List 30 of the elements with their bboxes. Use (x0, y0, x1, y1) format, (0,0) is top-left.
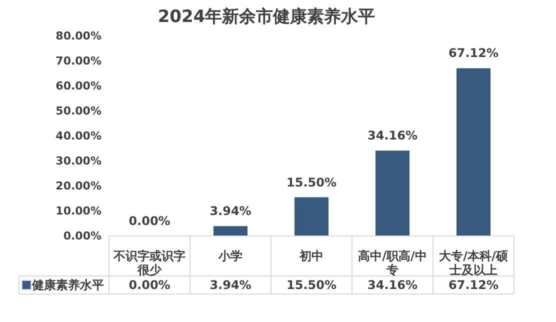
y-tick-label: 60.00% (56, 80, 102, 92)
y-tick-label: 80.00% (56, 30, 102, 42)
y-tick-label: 30.00% (56, 154, 102, 168)
text: 0.00% (128, 214, 170, 228)
x-tick-label: 高中/职高/中专 (358, 249, 427, 277)
text: 67.12% (448, 46, 498, 60)
x-tick-label: 大专/本科/硕士及以上 (439, 249, 508, 277)
bar (213, 226, 248, 236)
chart-title: 2024年新余市健康素养水平 (158, 7, 376, 27)
y-tick-label: 50.00% (56, 104, 102, 118)
text: 3.94% (210, 204, 252, 218)
text: 34.16% (368, 128, 418, 143)
bar (456, 68, 491, 236)
legend-label: 健康素养水平 (31, 278, 104, 292)
y-tick-label: 70.00% (56, 54, 102, 68)
text: 34.16% (368, 278, 418, 292)
text: 67.12% (448, 278, 498, 292)
bar (375, 150, 410, 236)
y-tick-label: 10.00% (56, 204, 102, 218)
x-tick-label: 初中 (298, 249, 324, 263)
x-tick-label: 不识字或识字很少 (112, 249, 186, 277)
text: 15.50% (286, 278, 336, 292)
bar (294, 197, 329, 236)
x-tick-label: 小学 (218, 249, 242, 263)
text: 15.50% (286, 175, 336, 190)
text: 3.94% (210, 278, 252, 292)
y-tick-label: 0.00% (63, 230, 102, 242)
y-tick-label: 40.00% (56, 130, 102, 142)
y-tick-label: 20.00% (56, 180, 102, 192)
text: 0.00% (128, 278, 170, 292)
